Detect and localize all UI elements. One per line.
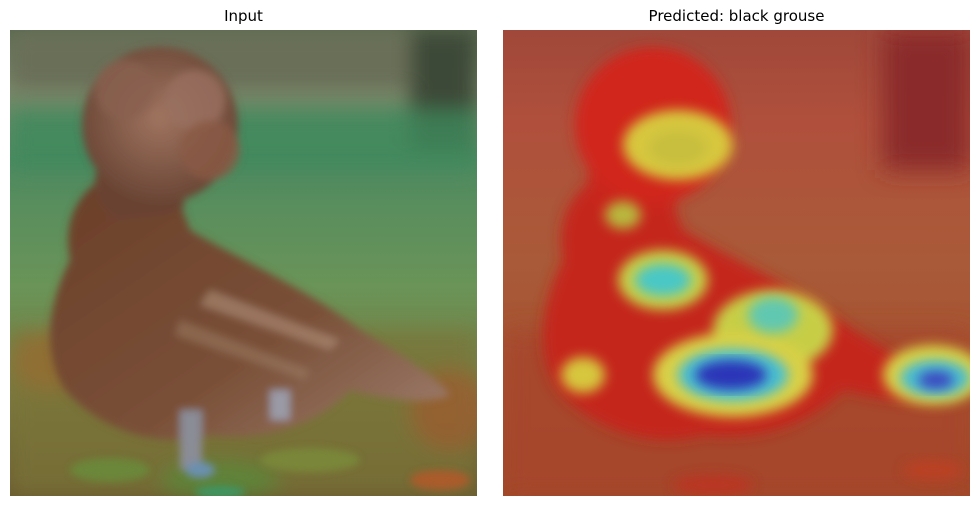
input-panel-title: Input	[224, 7, 263, 25]
chicken-photo	[10, 30, 477, 496]
heatmap-overlay-image	[503, 30, 970, 496]
input-image	[10, 30, 477, 496]
prediction-panel-title: Predicted: black grouse	[648, 7, 825, 25]
attention-heatmap	[503, 30, 970, 496]
